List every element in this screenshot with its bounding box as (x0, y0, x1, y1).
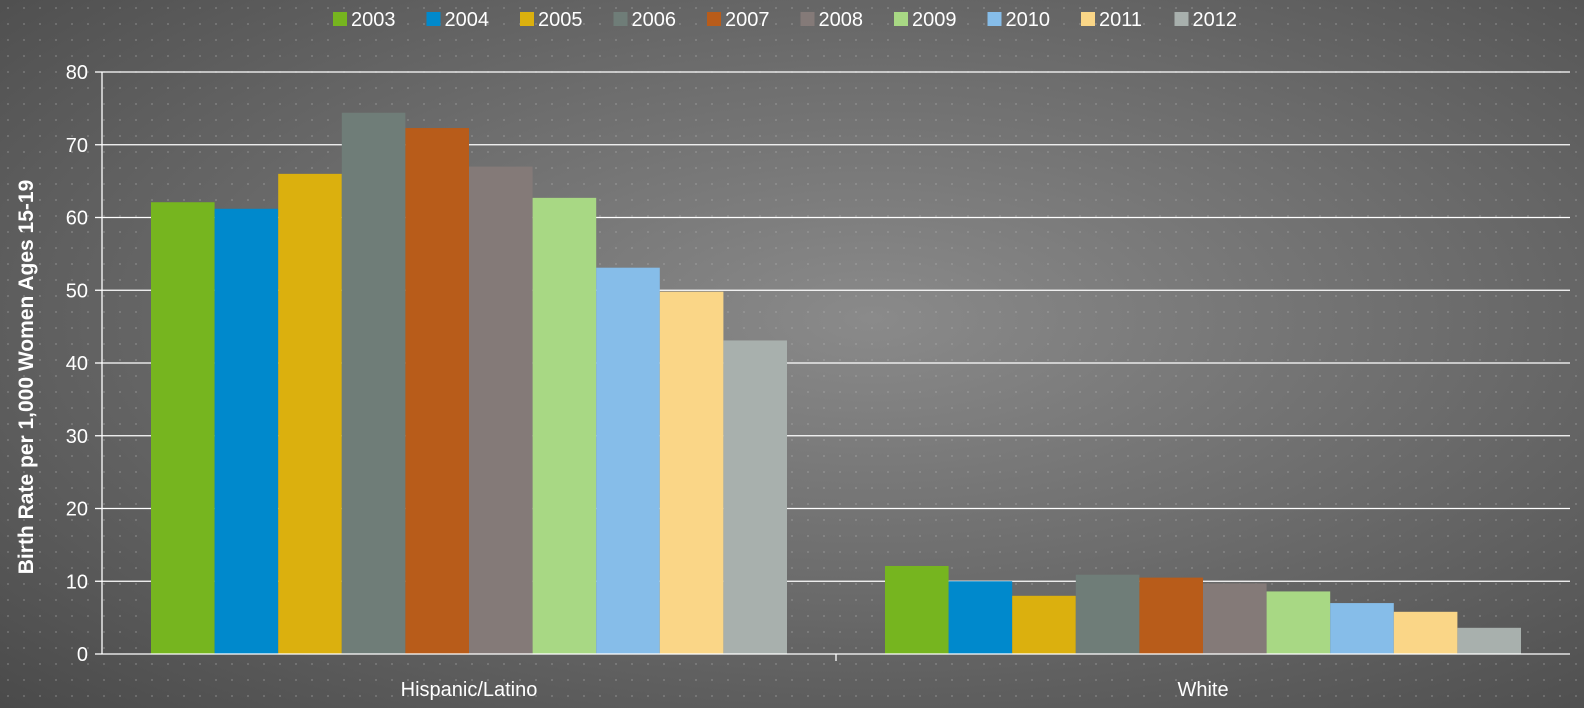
x-category-label: White (1177, 679, 1228, 701)
y-tick-label: 50 (66, 280, 88, 302)
bar-2012-hispanic-latino (723, 340, 787, 654)
legend-swatch-2012 (1174, 12, 1189, 26)
bars (151, 112, 1521, 655)
bar-2005-hispanic-latino (278, 173, 342, 654)
y-tick-label: 20 (66, 499, 88, 521)
x-axis-categories: Hispanic/Latino White (401, 654, 1229, 701)
y-tick-label: 70 (66, 135, 88, 157)
y-axis-ticks: 0 10 20 30 40 50 60 70 80 (66, 62, 102, 666)
legend-label-2005: 2005 (538, 9, 583, 31)
legend-swatch-2006 (613, 12, 628, 26)
bar-2003-hispanic-latino (151, 202, 215, 654)
x-category-label: Hispanic/Latino (401, 679, 538, 701)
legend-label-2012: 2012 (1193, 9, 1238, 31)
bar-2008-hispanic-latino (469, 166, 533, 654)
bar-2006-hispanic-latino (341, 112, 406, 655)
y-tick-label: 40 (66, 353, 88, 375)
bar-2009-white (1266, 591, 1331, 654)
legend-label-2003: 2003 (351, 9, 396, 31)
bar-2010-white (1330, 603, 1394, 654)
bar-2007-white (1139, 577, 1203, 654)
y-tick-label: 30 (66, 426, 88, 448)
legend-label-2011: 2011 (1099, 9, 1142, 31)
legend-label-2007: 2007 (725, 9, 770, 31)
y-tick-label: 80 (66, 62, 88, 84)
bar-2006-white (1075, 574, 1140, 654)
legend: 2003 2004 2005 2006 2007 2008 2009 2010 2011 2012 (333, 9, 1237, 31)
bar-2012-white (1457, 627, 1521, 654)
legend-swatch-2010 (987, 12, 1002, 26)
legend-swatch-2009 (894, 12, 908, 26)
bar-2011-white (1393, 611, 1458, 654)
y-axis-label: Birth Rate per 1,000 Women Ages 15-19 (15, 180, 38, 574)
bar-2007-hispanic-latino (405, 128, 469, 654)
bar-2003-white (885, 565, 949, 654)
bar-2005-white (1012, 595, 1076, 654)
legend-label-2004: 2004 (445, 9, 490, 31)
legend-swatch-2011 (1081, 12, 1095, 26)
y-tick-label: 0 (77, 644, 88, 666)
legend-swatch-2005 (520, 12, 534, 26)
bar-2009-hispanic-latino (532, 197, 597, 655)
bar-2004-white (948, 581, 1013, 654)
bar-2010-hispanic-latino (596, 267, 660, 654)
legend-label-2010: 2010 (1006, 9, 1051, 31)
legend-label-2009: 2009 (912, 9, 957, 31)
legend-label-2008: 2008 (819, 9, 864, 31)
legend-swatch-2007 (707, 12, 721, 26)
bar-2011-hispanic-latino (659, 291, 724, 654)
legend-swatch-2008 (800, 12, 815, 26)
y-tick-label: 10 (66, 571, 88, 593)
legend-swatch-2003 (333, 12, 347, 26)
bar-2008-white (1203, 583, 1267, 654)
y-tick-label: 60 (66, 208, 88, 230)
bar-2004-hispanic-latino (214, 208, 279, 654)
legend-swatch-2004 (426, 12, 441, 26)
legend-label-2006: 2006 (632, 9, 677, 31)
